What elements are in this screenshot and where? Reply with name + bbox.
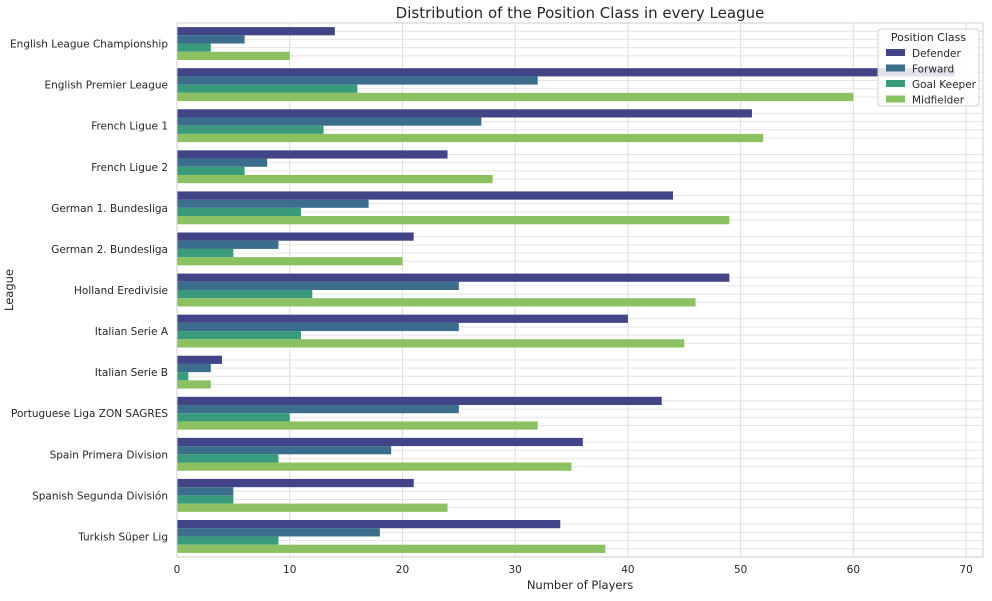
bar-forward	[177, 446, 392, 455]
bar-midfielder	[177, 257, 403, 266]
x-tick-label: 60	[847, 564, 860, 576]
y-tick-label: Holland Eredivisie	[74, 285, 168, 297]
bar-defender	[177, 68, 955, 77]
bar-goal-keeper	[177, 372, 189, 381]
y-tick-label: Italian Serie B	[95, 367, 168, 379]
plot-frame	[176, 22, 984, 558]
bar-goal-keeper	[177, 413, 290, 422]
bar-midfielder	[177, 174, 493, 184]
legend-items: Defender Forward Goal Keeper Midfielder	[886, 48, 977, 107]
bar-defender	[177, 150, 448, 159]
x-tick-label: 20	[396, 564, 409, 576]
bars	[177, 27, 955, 553]
bar-defender	[177, 191, 673, 200]
legend-swatch	[886, 95, 905, 103]
legend-swatch	[886, 64, 905, 72]
bar-midfielder	[177, 133, 764, 143]
legend-label: Goal Keeper	[912, 79, 977, 91]
x-tick-label: 30	[508, 564, 521, 576]
bar-defender	[177, 314, 628, 323]
x-tick-label: 10	[283, 564, 296, 576]
y-axis-title: League	[2, 269, 16, 311]
bar-goal-keeper	[177, 166, 245, 175]
bar-forward	[177, 117, 482, 126]
y-tick-label: English Premier League	[44, 80, 168, 92]
y-tick-label: Spain Primera Division	[50, 449, 168, 461]
bar-goal-keeper	[177, 331, 301, 340]
x-tick-labels: 0 10 20 30 40 50 60 70	[174, 564, 973, 576]
y-tick-label: Italian Serie A	[95, 326, 169, 338]
x-tick-label: 40	[621, 564, 634, 576]
x-tick-label: 0	[174, 564, 181, 576]
bar-forward	[177, 487, 234, 496]
bar-goal-keeper	[177, 290, 313, 299]
bar-midfielder	[177, 462, 572, 471]
legend-label: Defender	[912, 48, 961, 60]
bar-goal-keeper	[177, 84, 358, 93]
x-tick-label: 50	[734, 564, 747, 576]
bar-midfielder	[177, 51, 290, 60]
y-tick-label: German 2. Bundesliga	[51, 244, 168, 256]
bar-forward	[177, 363, 211, 373]
y-tick-label: German 1. Bundesliga	[51, 203, 168, 215]
bar-goal-keeper	[177, 125, 324, 134]
y-tick-label: French Ligue 1	[91, 121, 168, 133]
y-tick-labels: English League Championship English Premi…	[10, 39, 169, 544]
bar-goal-keeper	[177, 248, 234, 258]
legend-label: Midfielder	[912, 95, 965, 107]
bar-forward	[177, 76, 538, 85]
bar-defender	[177, 355, 223, 364]
bar-goal-keeper	[177, 454, 279, 463]
legend-swatch	[886, 80, 905, 87]
x-axis-title: Number of Players	[527, 578, 633, 592]
bar-defender	[177, 396, 662, 406]
bar-midfielder	[177, 544, 606, 553]
y-tick-label: Spanish Segunda División	[32, 490, 168, 502]
bar-defender	[177, 273, 730, 282]
bar-goal-keeper	[177, 43, 211, 52]
bar-defender	[177, 109, 752, 118]
y-tick-label: Turkish Süper Lig	[77, 531, 168, 543]
bar-midfielder	[177, 216, 730, 225]
bar-midfielder	[177, 92, 854, 102]
bar-defender	[177, 232, 414, 241]
bar-midfielder	[177, 298, 696, 307]
bar-defender	[177, 27, 335, 36]
bar-forward	[177, 240, 279, 249]
bar-goal-keeper	[177, 536, 279, 545]
bar-forward	[177, 35, 245, 44]
legend-title: Position Class	[891, 31, 967, 44]
bar-midfielder	[177, 421, 538, 430]
bar-defender	[177, 437, 583, 447]
chart-title: Distribution of the Position Class in ev…	[396, 4, 765, 22]
bar-goal-keeper	[177, 495, 234, 504]
bar-forward	[177, 158, 268, 167]
bar-forward	[177, 199, 369, 208]
bar-midfielder	[177, 339, 685, 348]
bar-forward	[177, 405, 459, 414]
bar-midfielder	[177, 380, 211, 389]
bar-defender	[177, 520, 561, 529]
legend-swatch	[886, 49, 905, 56]
y-tick-label: English League Championship	[10, 39, 168, 51]
bar-forward	[177, 281, 459, 290]
bar-midfielder	[177, 503, 448, 512]
bar-forward	[177, 528, 380, 537]
y-tick-label: French Ligue 2	[91, 162, 168, 174]
y-tick-label: Portuguese Liga ZON SAGRES	[11, 408, 168, 420]
bar-defender	[177, 478, 414, 488]
x-tick-label: 70	[959, 564, 972, 576]
legend: Position Class Defender Forward Goal Keepe…	[877, 28, 980, 107]
bar-goal-keeper	[177, 207, 301, 217]
legend-label: Forward	[912, 64, 954, 76]
bar-forward	[177, 322, 459, 332]
